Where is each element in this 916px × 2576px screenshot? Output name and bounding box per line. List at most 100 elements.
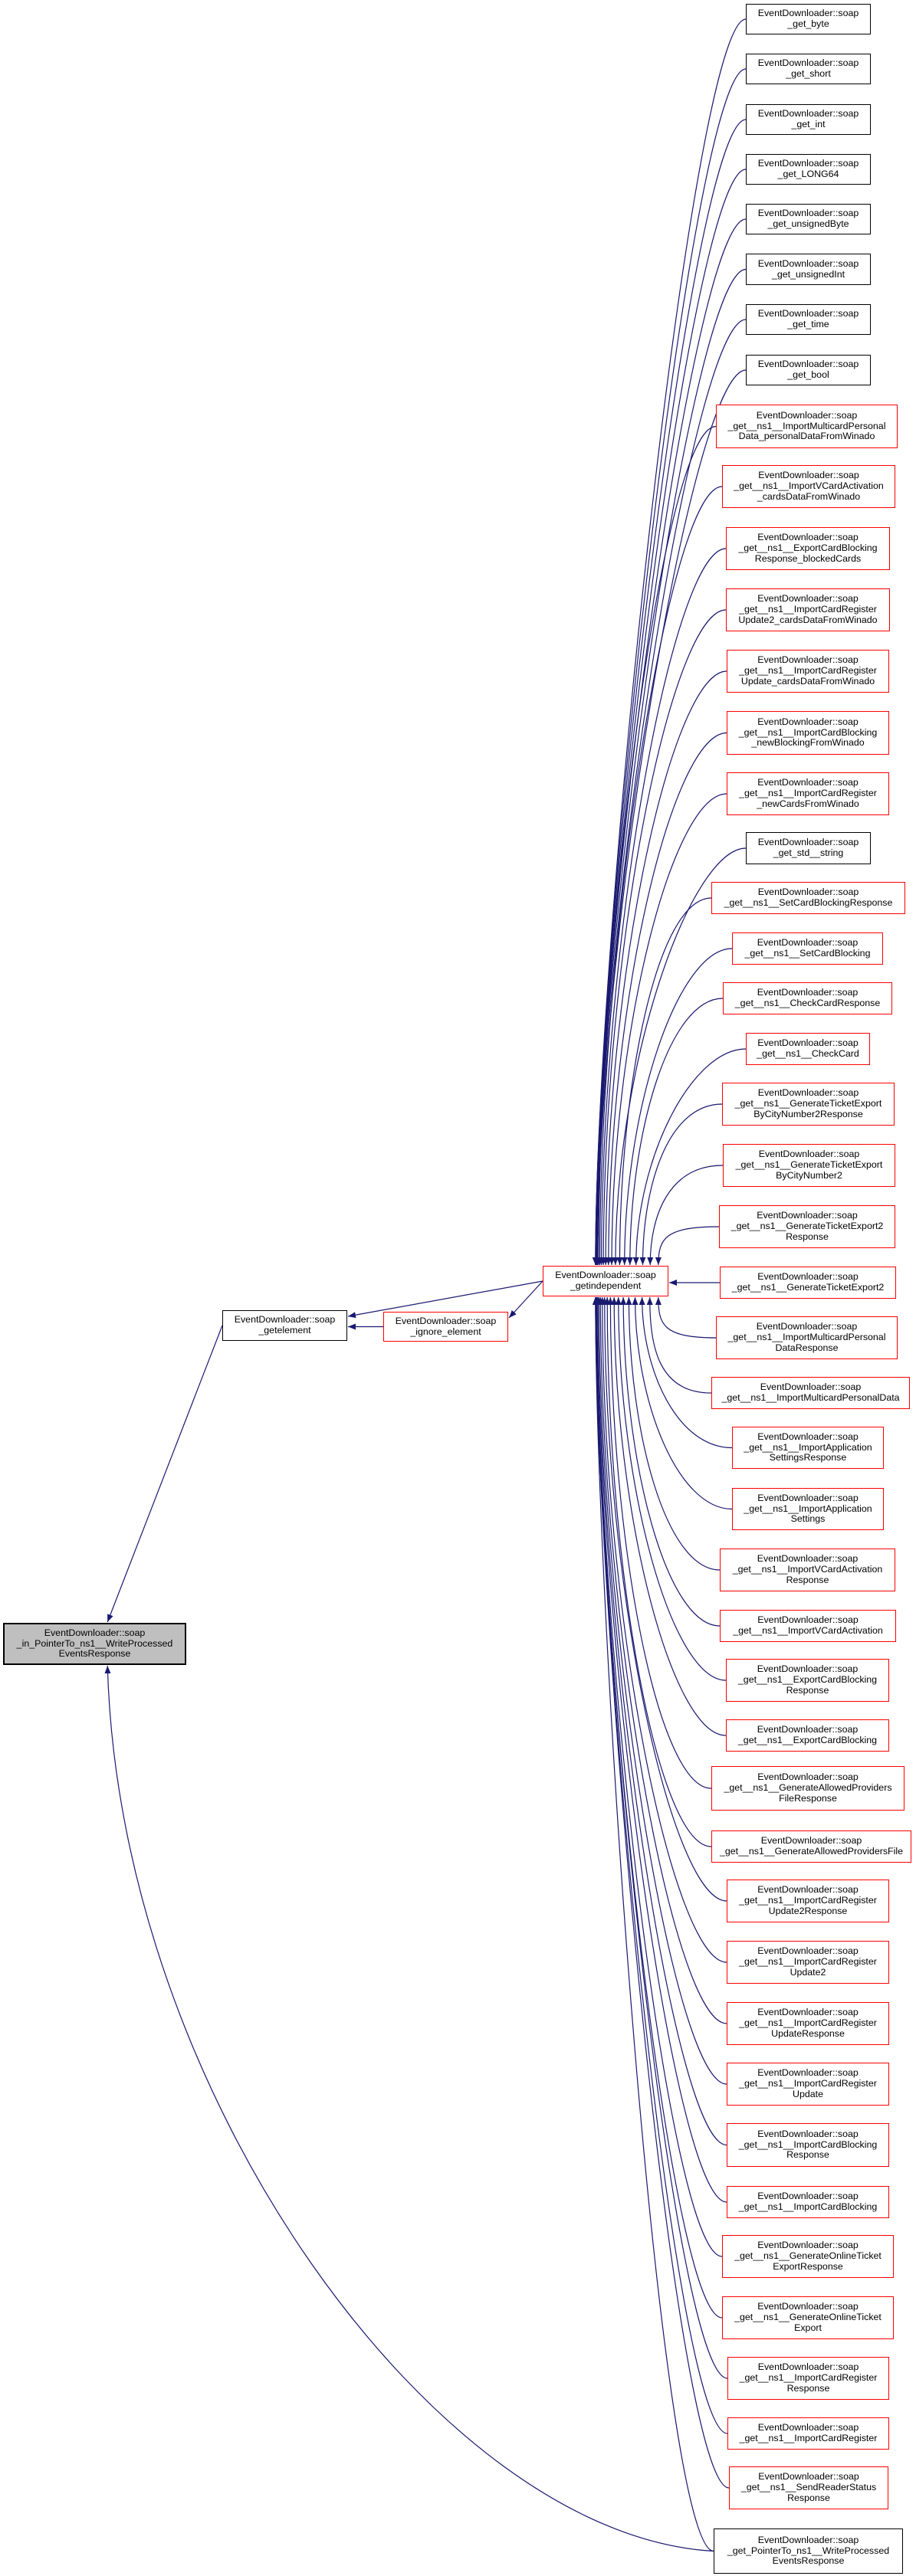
node-r32[interactable]: EventDownloader::soap _get__ns1__ExportCa… [726, 1719, 889, 1752]
node-label-line: EventsResponse [58, 1648, 131, 1660]
node-r45[interactable]: EventDownloader::soap _get__ns1__SendRead… [729, 2466, 888, 2509]
node-label-line: ExportResponse [773, 2260, 843, 2272]
edge-r26-getindependent [646, 1296, 712, 1394]
node-r35[interactable]: EventDownloader::soap _get__ns1__ImportCa… [727, 1880, 889, 1922]
node-r4[interactable]: EventDownloader::soap _get_LONG64 [746, 154, 871, 185]
node-label-line: EventDownloader::soap [757, 837, 859, 848]
node-r30[interactable]: EventDownloader::soap _get__ns1__ImportVC… [720, 1610, 896, 1642]
node-label-line: _get_short [786, 68, 831, 79]
edge-r46-getindependent [592, 1296, 714, 2552]
node-r6[interactable]: EventDownloader::soap _get_unsignedInt [746, 254, 871, 285]
node-label-line: _get__ns1__GenerateAllowedProviders [724, 1782, 892, 1794]
edge-r32-getindependent [611, 1296, 727, 1736]
node-r15[interactable]: EventDownloader::soap _get__ns1__ImportCa… [727, 772, 889, 815]
node-r3[interactable]: EventDownloader::soap _get_int [746, 104, 871, 135]
node-label-line: EventDownloader::soap [757, 2240, 859, 2251]
node-ignore_element[interactable]: EventDownloader::soap _ignore_element [383, 1312, 508, 1342]
node-label-line: Response [786, 1231, 829, 1242]
node-label-line: _get__ns1__GenerateOnlineTicket [734, 2250, 882, 2262]
edge-r17-getindependent [616, 897, 712, 1266]
node-r9[interactable]: EventDownloader::soap _get__ns1__ImportMu… [716, 405, 898, 448]
node-label-line: EventDownloader::soap [756, 409, 858, 421]
node-r42[interactable]: EventDownloader::soap _get__ns1__Generate… [722, 2296, 894, 2339]
node-label-line: _get__ns1__ImportCardRegister [739, 2017, 877, 2029]
node-r17[interactable]: EventDownloader::soap _get__ns1__SetCardB… [711, 882, 905, 914]
node-r16[interactable]: EventDownloader::soap _get_std__string [746, 832, 871, 864]
node-r23[interactable]: EventDownloader::soap _get__ns1__Generate… [719, 1205, 895, 1248]
node-label-line: _in_PointerTo_ns1__WriteProcessed [16, 1637, 173, 1649]
node-r29[interactable]: EventDownloader::soap _get__ns1__ImportVC… [720, 1549, 895, 1591]
node-label-line: FileResponse [779, 1792, 837, 1804]
node-r33[interactable]: EventDownloader::soap _get__ns1__Generate… [711, 1766, 905, 1811]
node-label-line: EventDownloader::soap [757, 777, 859, 788]
node-label-line: Response_blockedCards [754, 552, 862, 564]
node-label-line: _get__ns1__ImportCardBlocking [738, 2201, 878, 2212]
node-label-line: EventDownloader::soap [757, 1724, 859, 1735]
node-label-line: EventDownloader::soap [757, 1771, 859, 1783]
node-label-line: EventDownloader::soap [758, 2471, 859, 2483]
node-label-line: Response [786, 1684, 829, 1696]
node-r38[interactable]: EventDownloader::soap _get__ns1__ImportCa… [727, 2063, 889, 2106]
node-r13[interactable]: EventDownloader::soap _get__ns1__ImportCa… [727, 650, 889, 693]
node-r28[interactable]: EventDownloader::soap _get__ns1__ImportAp… [732, 1488, 884, 1530]
node-r5[interactable]: EventDownloader::soap _get_unsignedByte [746, 204, 871, 234]
edge-r41-getindependent [593, 1296, 723, 2257]
edge-r46-in_pointer [104, 1665, 714, 2552]
node-label-line: Update_cardsDataFromWinado [740, 675, 875, 687]
node-r41[interactable]: EventDownloader::soap _get__ns1__Generate… [722, 2235, 894, 2278]
edge-r36-getindependent [599, 1296, 727, 1963]
edge-r23-getindependent [655, 1226, 720, 1266]
node-label-line: EventDownloader::soap [757, 1492, 859, 1503]
node-label-line: Data_personalDataFromWinado [738, 431, 875, 442]
node-r8[interactable]: EventDownloader::soap _get_bool [746, 355, 871, 385]
node-r26[interactable]: EventDownloader::soap _get__ns1__ImportMu… [711, 1377, 910, 1409]
node-r1[interactable]: EventDownloader::soap _get_byte [746, 4, 871, 34]
edge-r14-getindependent [605, 732, 727, 1266]
node-label-line: Export [794, 2322, 822, 2333]
node-label-line: EventDownloader::soap [758, 1149, 860, 1160]
node-getelement[interactable]: EventDownloader::soap _getelement [222, 1310, 347, 1341]
edge-r39-getindependent [594, 1296, 727, 2146]
edge-r13-getindependent [602, 670, 727, 1266]
node-r11[interactable]: EventDownloader::soap _get__ns1__ExportCa… [726, 527, 890, 570]
node-r36[interactable]: EventDownloader::soap _get__ns1__ImportCa… [727, 1941, 889, 1984]
node-r37[interactable]: EventDownloader::soap _get__ns1__ImportCa… [727, 2002, 889, 2045]
node-r25[interactable]: EventDownloader::soap _get__ns1__ImportMu… [716, 1316, 898, 1359]
node-label-line: EventDownloader::soap [757, 2067, 859, 2079]
node-r21[interactable]: EventDownloader::soap _get__ns1__Generate… [722, 1083, 895, 1126]
node-r34[interactable]: EventDownloader::soap _get__ns1__Generate… [711, 1830, 911, 1863]
node-r7[interactable]: EventDownloader::soap _get_time [746, 304, 871, 335]
node-label-line: _get__ns1__SetCardBlockingResponse [724, 897, 893, 908]
node-label-line: EventDownloader::soap [757, 308, 859, 320]
node-r24[interactable]: EventDownloader::soap _get__ns1__Generate… [720, 1267, 896, 1299]
edge-r11-getindependent [598, 548, 727, 1266]
node-label-line: _get__ns1__ImportCardRegister [739, 665, 877, 677]
edge-r38-getindependent [596, 1296, 727, 2085]
node-label-line: _get__ns1__GenerateOnlineTicket [734, 2312, 882, 2323]
node-label-line: _get__ns1__GenerateTicketExport2 [731, 1221, 884, 1232]
node-label-line: _get__ns1__ImportCardBlocking [738, 726, 878, 738]
node-r44[interactable]: EventDownloader::soap _get__ns1__ImportCa… [727, 2417, 889, 2450]
node-label-line: _get__ns1__ImportApplication [744, 1503, 872, 1514]
node-r27[interactable]: EventDownloader::soap _get__ns1__ImportAp… [732, 1427, 884, 1469]
node-r43[interactable]: EventDownloader::soap _get__ns1__ImportCa… [727, 2357, 889, 2400]
node-r12[interactable]: EventDownloader::soap _get__ns1__ImportCa… [726, 588, 890, 631]
node-label-line: _get__ns1__ExportCardBlocking [737, 1674, 878, 1686]
node-label-line: Update2_cardsDataFromWinado [738, 614, 878, 625]
node-r18[interactable]: EventDownloader::soap _get__ns1__SetCardB… [732, 932, 883, 965]
node-r46[interactable]: EventDownloader::soap _get_PointerTo_ns1_… [714, 2528, 903, 2574]
node-r22[interactable]: EventDownloader::soap _get__ns1__Generate… [723, 1144, 895, 1187]
node-r20[interactable]: EventDownloader::soap _get__ns1__CheckCar… [746, 1033, 870, 1065]
edge-getelement-in_pointer [107, 1325, 223, 1623]
node-r40[interactable]: EventDownloader::soap _get__ns1__ImportCa… [727, 2186, 889, 2218]
node-label-line: EventDownloader::soap [757, 1614, 859, 1626]
node-r10[interactable]: EventDownloader::soap _get__ns1__ImportVC… [722, 465, 895, 508]
node-r14[interactable]: EventDownloader::soap _get__ns1__ImportCa… [727, 711, 889, 755]
node-label-line: _get__ns1__ImportMulticardPersonal [727, 1332, 886, 1343]
node-r39[interactable]: EventDownloader::soap _get__ns1__ImportCa… [727, 2123, 889, 2167]
node-getindependent[interactable]: EventDownloader::soap _getindependent [543, 1266, 668, 1296]
node-r31[interactable]: EventDownloader::soap _get__ns1__ExportCa… [726, 1659, 889, 1702]
node-label-line: _get__ns1__ImportCardRegister [739, 2372, 878, 2384]
node-r2[interactable]: EventDownloader::soap _get_short [746, 54, 871, 84]
node-r19[interactable]: EventDownloader::soap _get__ns1__CheckCar… [723, 982, 892, 1014]
